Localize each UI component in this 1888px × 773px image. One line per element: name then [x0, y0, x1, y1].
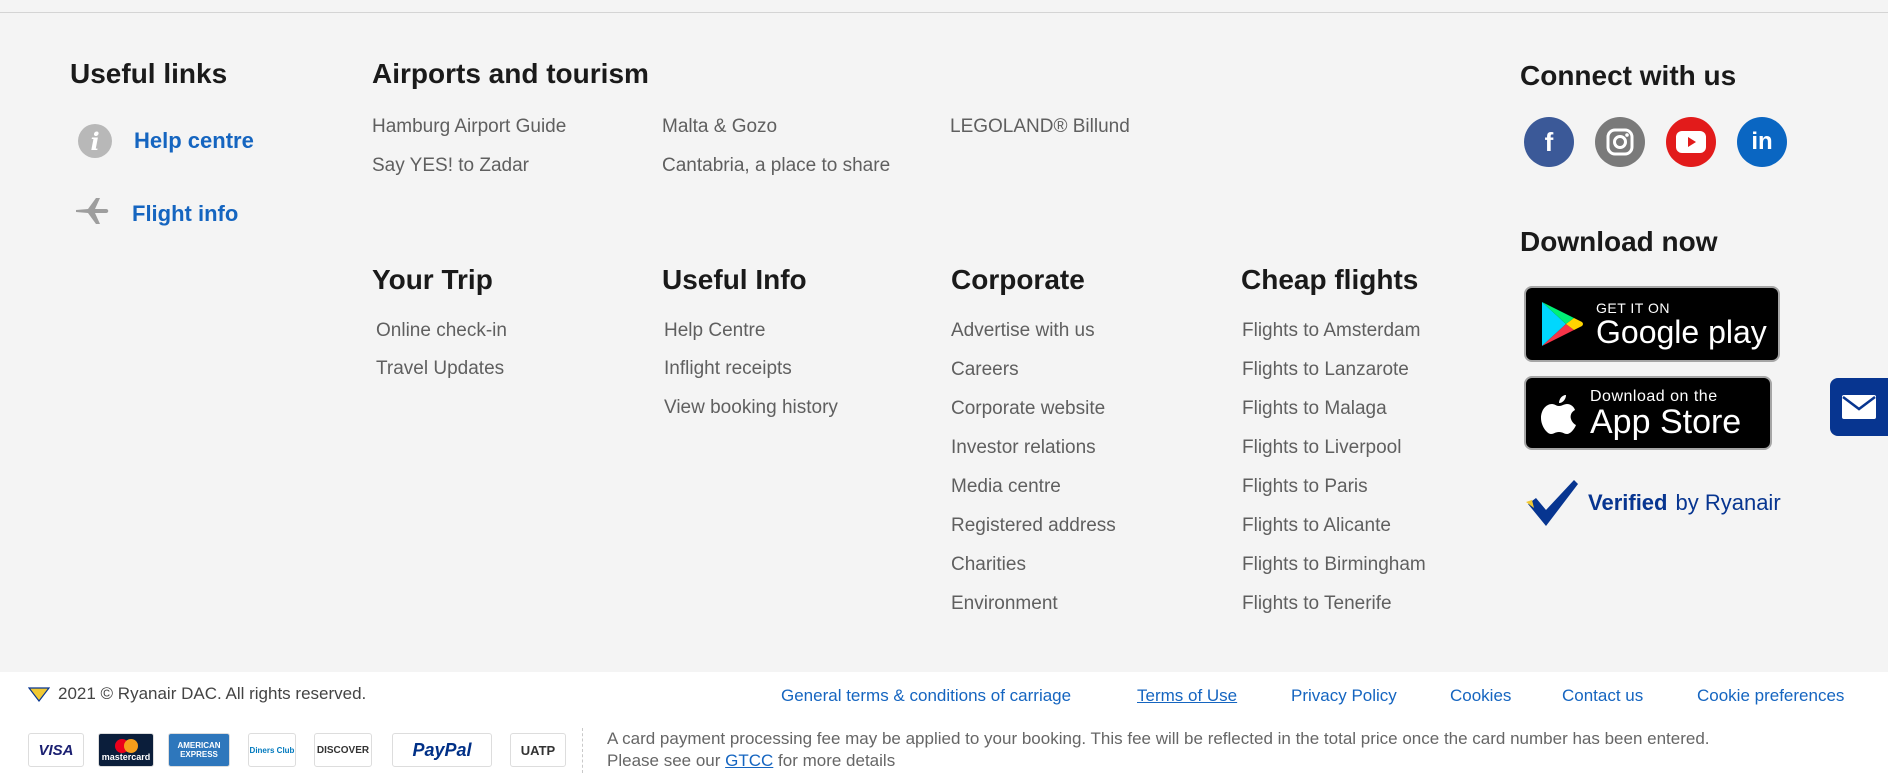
youtube-button[interactable] [1666, 117, 1716, 167]
your-trip-link[interactable]: Online check-in [376, 320, 507, 341]
amex-icon: AMERICAN EXPRESS [168, 733, 230, 767]
footer-link-privacy[interactable]: Privacy Policy [1291, 686, 1397, 705]
corporate-link[interactable]: Investor relations [951, 437, 1096, 458]
paypal-icon: PayPal [392, 733, 492, 767]
mastercard-icon: mastercard [98, 733, 154, 767]
airport-link[interactable]: Cantabria, a place to share [662, 155, 891, 176]
corporate-link[interactable]: Media centre [951, 476, 1061, 497]
info-icon: i [78, 124, 112, 158]
cheap-flight-link[interactable]: Flights to Tenerife [1242, 593, 1392, 614]
flight-info-label: Flight info [132, 201, 239, 226]
discover-icon: DISCOVER [314, 733, 372, 767]
payment-note-pre: Please see our [607, 751, 726, 770]
payment-note-post: for more details [773, 751, 896, 770]
verified-strong: Verified [1588, 490, 1668, 515]
gtcc-link[interactable]: GTCC [725, 751, 774, 770]
youtube-icon [1676, 131, 1706, 153]
google-play-small: GET IT ON [1596, 300, 1670, 316]
verified-rest: by Ryanair [1675, 490, 1781, 515]
corporate-link[interactable]: Registered address [951, 515, 1116, 536]
corporate-link[interactable]: Charities [951, 554, 1026, 575]
airports-title: Airports and tourism [372, 58, 649, 89]
copyright: 2021 © Ryanair DAC. All rights reserved. [28, 684, 366, 704]
your-trip-title: Your Trip [372, 264, 493, 295]
footer-link-terms-carriage[interactable]: General terms & conditions of carriage [781, 686, 1072, 705]
help-centre-label: Help centre [134, 128, 254, 153]
app-store-big: App Store [1590, 403, 1742, 441]
mail-icon [1842, 395, 1876, 419]
contact-mail-button[interactable] [1830, 378, 1888, 436]
airport-link[interactable]: Say YES! to Zadar [372, 155, 530, 176]
connect-title: Connect with us [1520, 60, 1737, 91]
app-store-small: Download on the [1590, 388, 1718, 405]
app-store-button[interactable]: Download on the App Store [1524, 376, 1772, 450]
airport-link[interactable]: Hamburg Airport Guide [372, 116, 567, 137]
payment-note-2: Please see our GTCC for more details [607, 751, 895, 771]
top-divider [0, 12, 1888, 13]
airport-link[interactable]: Malta & Gozo [662, 116, 778, 137]
cheap-flight-link[interactable]: Flights to Amsterdam [1242, 320, 1421, 341]
cheap-flight-link[interactable]: Flights to Malaga [1242, 398, 1387, 419]
download-title: Download now [1520, 226, 1718, 257]
linkedin-icon: in [1751, 128, 1773, 155]
facebook-button[interactable]: f [1524, 117, 1574, 167]
footer-link-cookies[interactable]: Cookies [1450, 686, 1512, 705]
google-play-icon [1542, 302, 1583, 346]
your-trip-link[interactable]: Travel Updates [376, 358, 505, 379]
legoland-link[interactable]: LEGOLAND® Billund [950, 116, 1130, 137]
copyright-text: 2021 © Ryanair DAC. All rights reserved. [58, 684, 367, 703]
footer-link-cookie-preferences[interactable]: Cookie preferences [1697, 686, 1845, 705]
useful-info-link[interactable]: Inflight receipts [664, 358, 792, 379]
harp-logo-icon [28, 687, 50, 702]
uatp-icon: UATP [510, 733, 566, 767]
linkedin-button[interactable]: in [1737, 117, 1787, 167]
corporate-link[interactable]: Corporate website [951, 398, 1106, 419]
google-play-big: Google play [1596, 314, 1767, 350]
checkmark-icon [1526, 480, 1578, 526]
corporate-link[interactable]: Careers [951, 359, 1019, 380]
footer-link-contact[interactable]: Contact us [1562, 686, 1644, 705]
useful-links-title: Useful links [70, 58, 228, 89]
cheap-flights-title: Cheap flights [1241, 264, 1419, 295]
useful-info-link[interactable]: View booking history [664, 397, 838, 418]
corporate-link[interactable]: Advertise with us [951, 320, 1095, 341]
instagram-icon [1606, 128, 1634, 156]
diners-club-icon: Diners Club [248, 733, 296, 767]
instagram-button[interactable] [1595, 117, 1645, 167]
visa-icon: VISA [28, 733, 84, 767]
apple-icon [1541, 395, 1576, 434]
verified-badge[interactable]: Verified by Ryanair [1524, 478, 1781, 528]
cheap-flight-link[interactable]: Flights to Alicante [1242, 515, 1391, 536]
cheap-flight-link[interactable]: Flights to Birmingham [1242, 554, 1426, 575]
useful-info-title: Useful Info [662, 264, 807, 295]
useful-info-link[interactable]: Help Centre [664, 320, 766, 341]
cheap-flight-link[interactable]: Flights to Paris [1242, 476, 1368, 497]
footer-separator [582, 728, 583, 773]
facebook-icon: f [1544, 126, 1554, 157]
cheap-flight-link[interactable]: Flights to Lanzarote [1242, 359, 1409, 380]
corporate-link[interactable]: Environment [951, 593, 1058, 614]
help-centre-button[interactable]: i Help centre [78, 124, 254, 158]
corporate-title: Corporate [951, 264, 1085, 295]
plane-icon [74, 196, 110, 232]
mastercard-label: mastercard [101, 751, 151, 762]
cheap-flight-link[interactable]: Flights to Liverpool [1242, 437, 1402, 458]
footer-link-terms-of-use[interactable]: Terms of Use [1137, 686, 1238, 705]
payment-note: A card payment processing fee may be app… [607, 729, 1710, 748]
google-play-button[interactable]: GET IT ON Google play [1524, 286, 1780, 362]
flight-info-button[interactable]: Flight info [74, 196, 238, 232]
